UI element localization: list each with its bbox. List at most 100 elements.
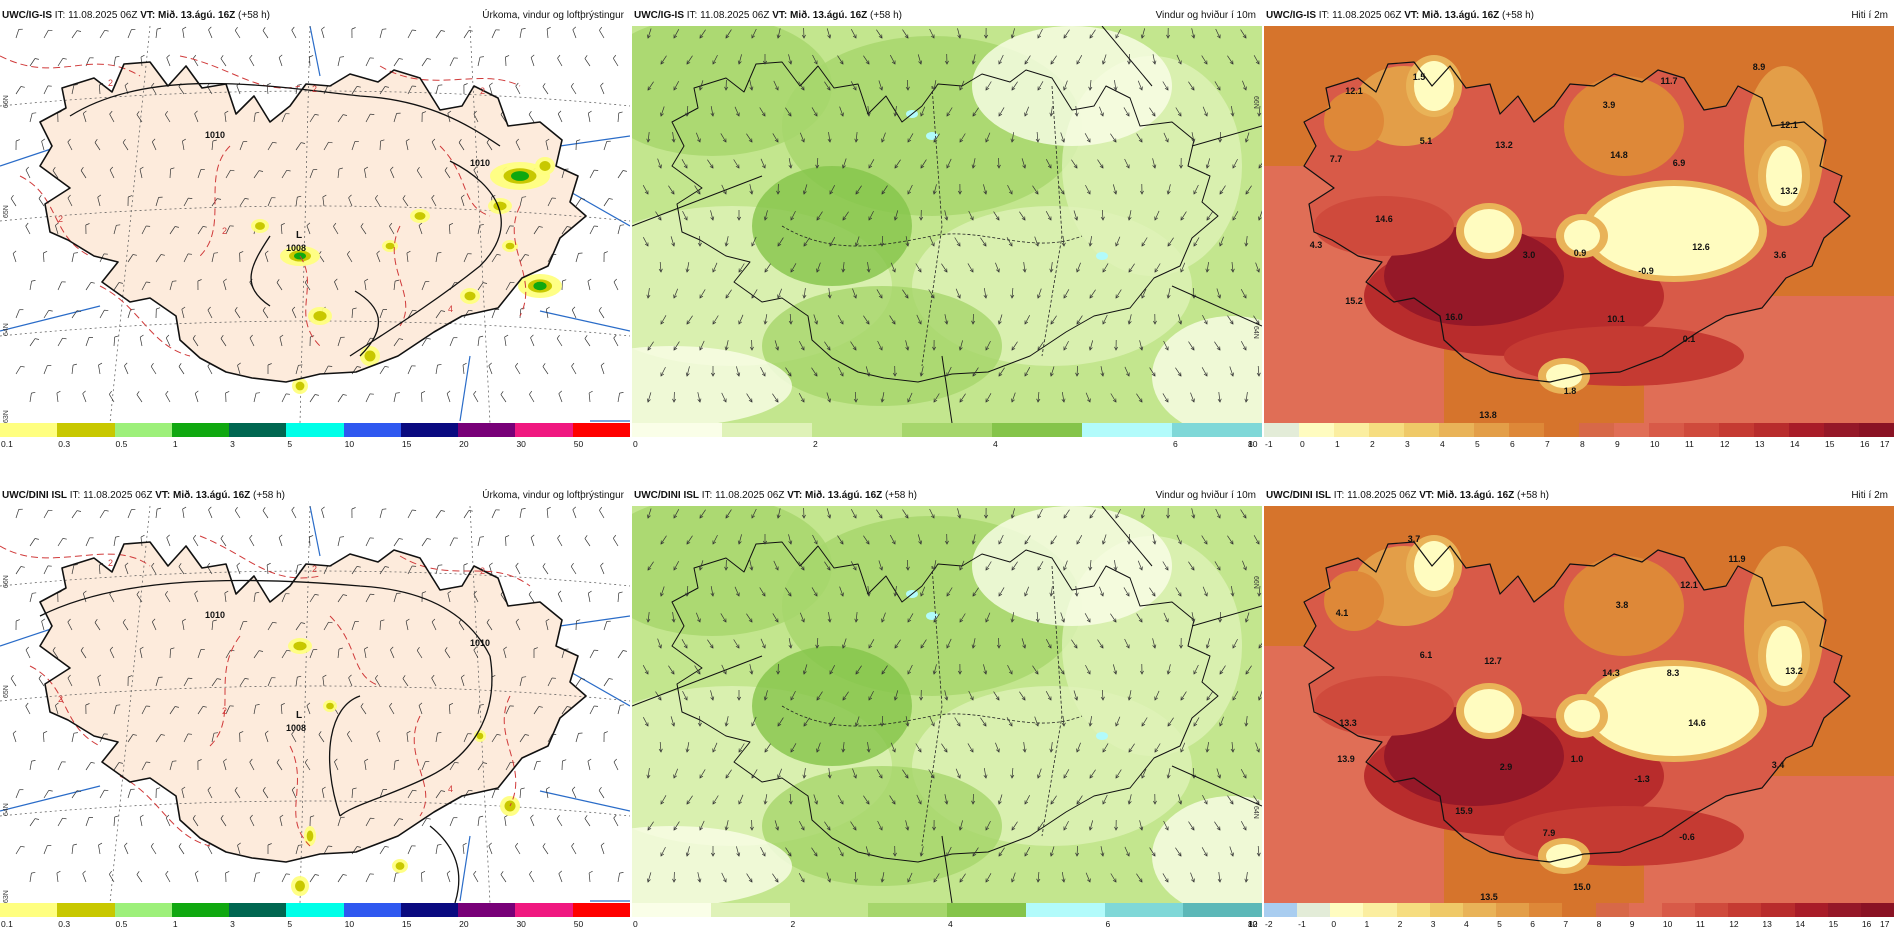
wind-arrow (1253, 315, 1260, 325)
barb-flag (220, 814, 224, 819)
wind-barb (25, 225, 31, 235)
wind-barb (376, 253, 381, 263)
barb-flag (587, 278, 592, 282)
temperature-value: 3.8 (1616, 600, 1629, 610)
barb-flag (170, 647, 175, 650)
wind-barb (491, 789, 496, 799)
arrow-head (1114, 826, 1119, 831)
barb-flag (599, 506, 603, 511)
wind-barb (309, 114, 316, 123)
wind-barb (530, 817, 535, 827)
wind-arrow (697, 872, 701, 883)
arrow-head (907, 398, 912, 403)
wind-barb (600, 365, 605, 375)
wind-barb (421, 338, 427, 347)
meridian-blue-line (559, 615, 630, 627)
isotherm-line (99, 285, 191, 357)
arrow-head (1232, 216, 1237, 221)
wind-barb (57, 761, 63, 771)
barb-flag (212, 139, 217, 142)
wind-arrow (1149, 587, 1156, 597)
temperature-bands (1314, 55, 1824, 394)
wind-arrow (686, 795, 693, 805)
wind-arrow (985, 393, 992, 403)
temperature-value: 10.1 (1607, 314, 1625, 324)
wind-arrow (915, 263, 922, 273)
wind-barb (529, 874, 535, 883)
wind-arrow (1037, 341, 1044, 351)
wind-arrow (1124, 638, 1130, 649)
arrow-head (1127, 60, 1132, 65)
wind-arrow (1175, 367, 1182, 377)
temperature-value: 8.3 (1667, 668, 1680, 678)
wind-arrow (1149, 107, 1156, 117)
wind-arrow (760, 366, 766, 377)
barb-flag (234, 26, 238, 31)
wind-arrow (803, 664, 808, 675)
arrow-head (919, 696, 924, 701)
wind-arrow (998, 367, 1005, 377)
arrow-head (696, 670, 701, 675)
arrow-head (1125, 852, 1130, 857)
color-swatch (1695, 903, 1729, 917)
wind-barb (435, 733, 438, 743)
wind-barb (421, 872, 423, 883)
arrow-head (698, 566, 703, 571)
wind-arrow (1099, 106, 1104, 117)
wind-barb (194, 393, 199, 403)
barb-flag (220, 55, 224, 59)
arrow-head (1245, 670, 1250, 675)
wind-barb (136, 394, 143, 403)
wind-arrow (1231, 586, 1234, 597)
color-swatch (1579, 423, 1614, 437)
wind-barb (337, 874, 344, 883)
vt-label: VT: (787, 490, 803, 501)
arrow-head (985, 138, 990, 143)
wind-arrow (1240, 289, 1247, 299)
barb-flag (306, 702, 311, 706)
wind-barb (291, 29, 297, 39)
wind-arrow (1136, 393, 1143, 403)
wind-arrow (907, 613, 914, 623)
scale-tick-label: 20 (459, 919, 469, 929)
arrow-head (854, 138, 859, 143)
arrow-head (1088, 242, 1093, 247)
wind-barb (570, 566, 577, 575)
arrow-head (696, 190, 701, 195)
wind-arrow (1201, 55, 1208, 65)
arrow-head (660, 852, 665, 857)
wind-barb (600, 85, 605, 95)
wind-arrow (1011, 341, 1018, 351)
wind-barb (113, 282, 120, 291)
barb-flag (41, 138, 46, 142)
wind-barb (390, 169, 395, 179)
wind-arrow (917, 534, 922, 545)
it-value: 11.08.2025 06Z (715, 490, 785, 501)
wind-speed-patch (632, 826, 792, 903)
wind-barb (393, 593, 397, 603)
wind-barb (323, 85, 329, 95)
barb-flag (364, 758, 369, 762)
arrow-head (930, 294, 935, 299)
arrow-head (1190, 566, 1195, 571)
barb-flag (20, 845, 25, 848)
barb-flag (488, 842, 492, 846)
wind-barb (491, 509, 497, 519)
wind-arrow (712, 262, 718, 273)
arrow-head (1138, 878, 1143, 883)
wind-arrow (1023, 262, 1026, 273)
barb-flag (85, 703, 90, 706)
arrow-head (670, 670, 675, 675)
isotherm-label: 2 (312, 564, 317, 574)
arrow-head (803, 242, 808, 247)
arrow-head (761, 112, 766, 117)
arrow-head (712, 748, 717, 753)
arrow-head (660, 372, 665, 377)
wind-arrow (1232, 158, 1238, 169)
wind-barb (473, 113, 479, 123)
wind-arrow (1110, 133, 1117, 143)
wind-arrow (1227, 55, 1234, 65)
wind-barb (29, 58, 36, 67)
wind-barb (617, 650, 624, 659)
barb-flag (83, 590, 87, 594)
